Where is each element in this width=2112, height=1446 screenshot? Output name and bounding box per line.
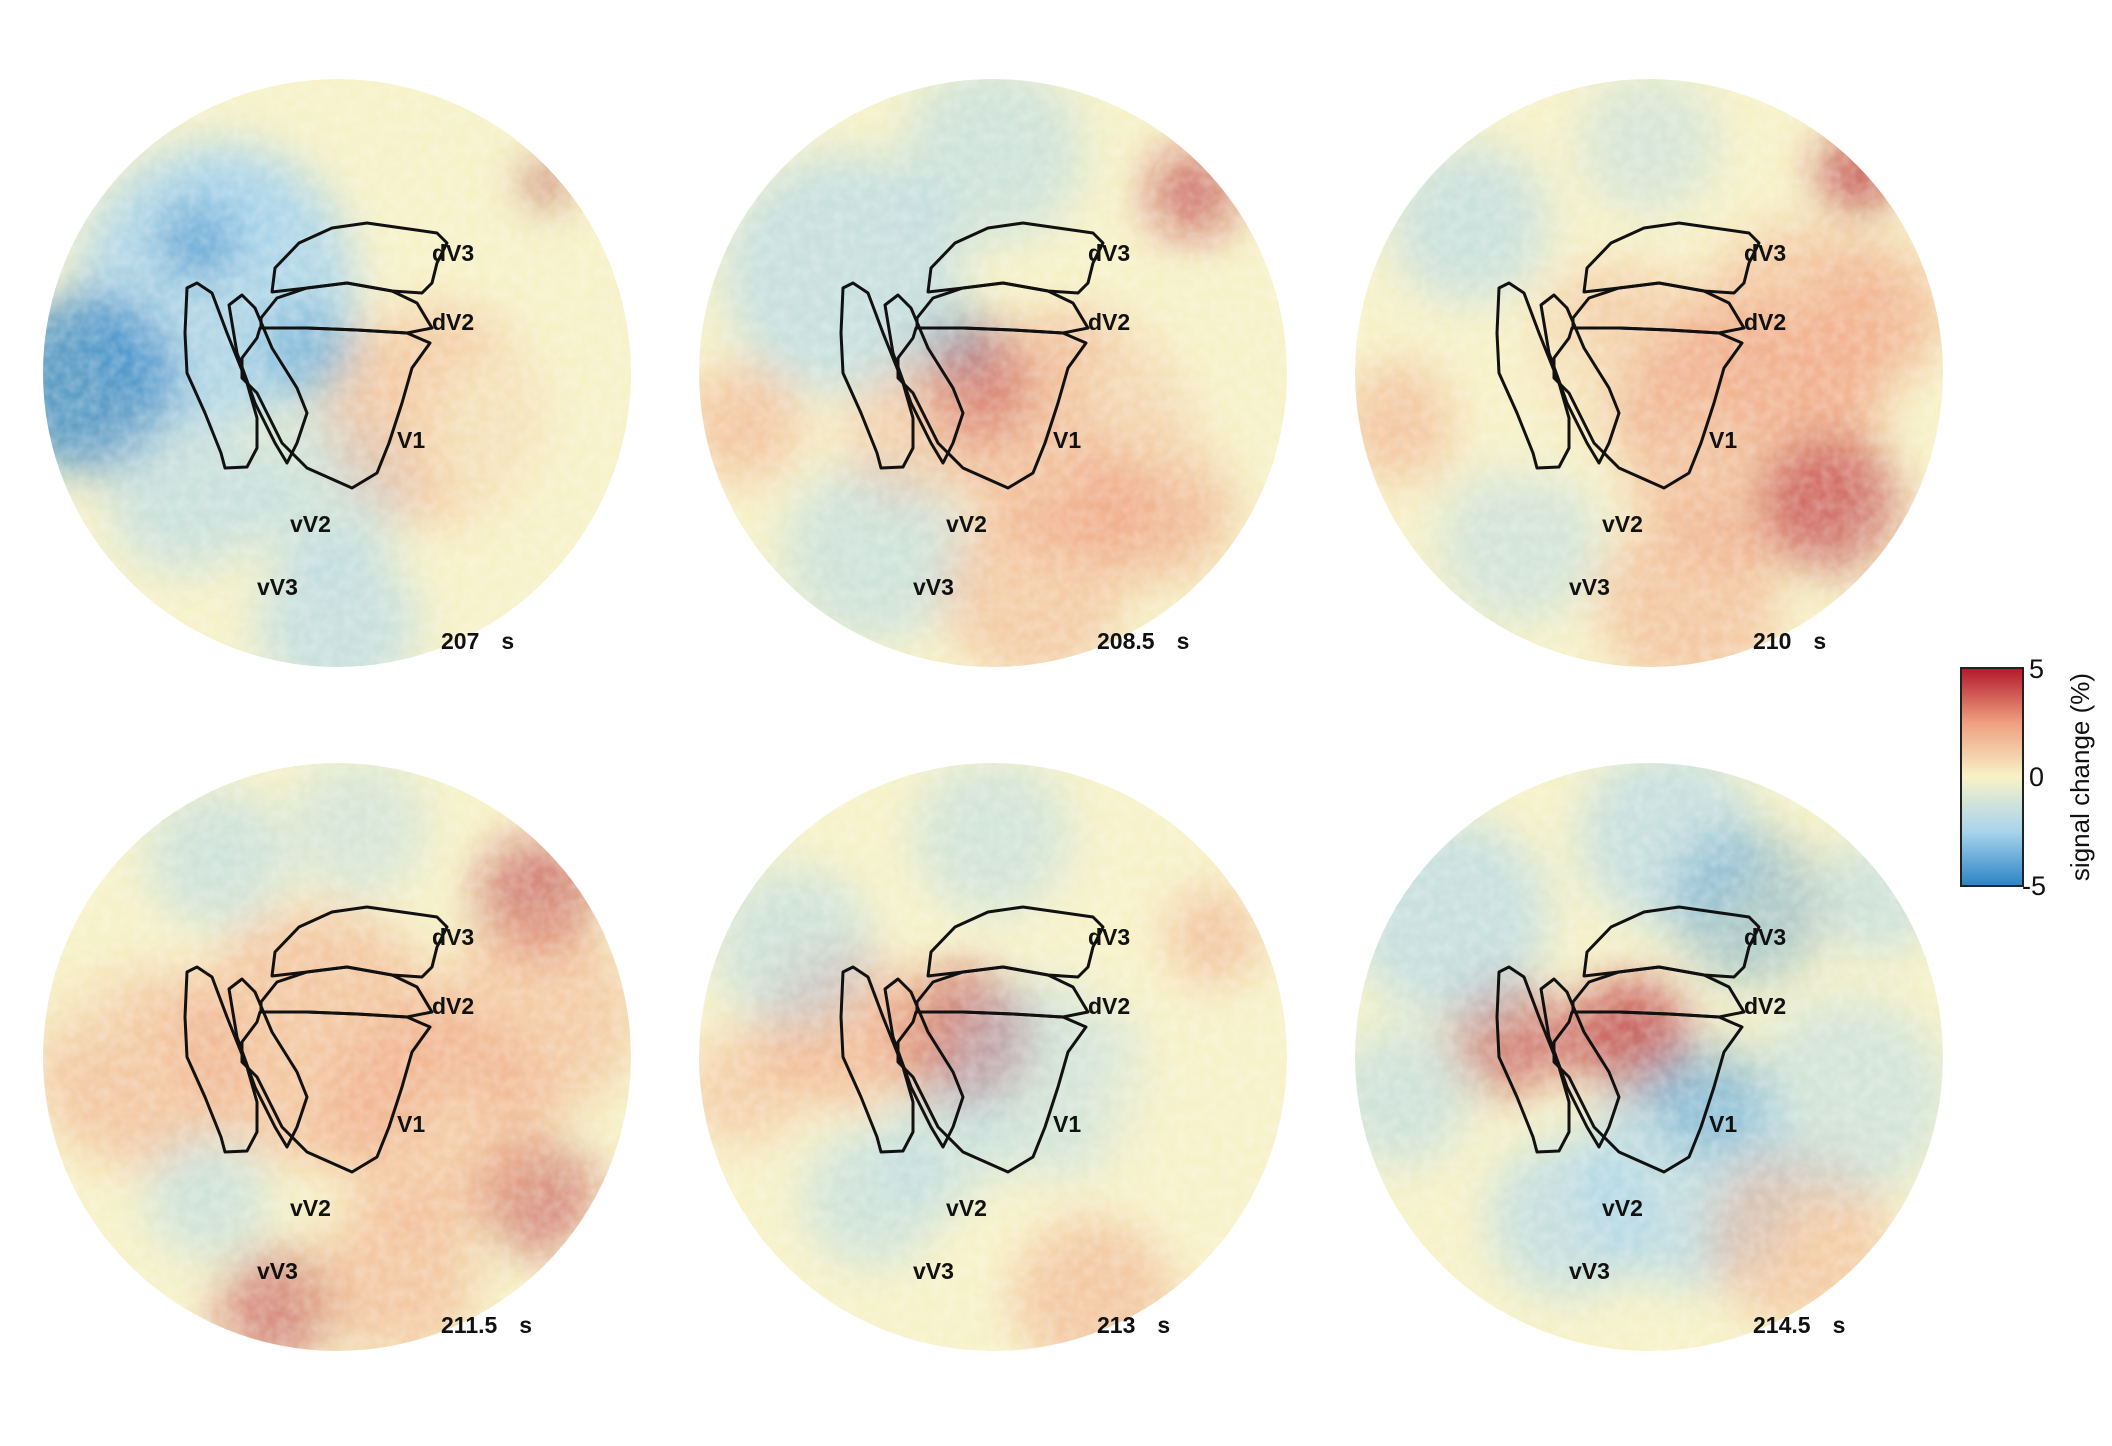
region-label-dv2: dV2 bbox=[1744, 993, 1786, 1019]
region-outline bbox=[227, 977, 309, 1149]
time-label: 211.5 s bbox=[441, 1312, 532, 1338]
time-unit: s bbox=[519, 1312, 532, 1338]
region-label-dv3: dV3 bbox=[1088, 240, 1130, 266]
texture-overlay bbox=[1355, 763, 1943, 1351]
region-label-dv2: dV2 bbox=[1744, 309, 1786, 335]
region-label-vv3: vV3 bbox=[257, 574, 298, 600]
panel-3: dV3 dV2 V1 vV2 vV3 210 s bbox=[1355, 79, 1943, 667]
panel-5: dV3 dV2 V1 vV2 vV3 213 s bbox=[699, 763, 1287, 1351]
time-unit: s bbox=[501, 628, 514, 654]
region-label-dv3: dV3 bbox=[432, 240, 474, 266]
time-unit: s bbox=[1833, 1312, 1846, 1338]
region-label-v1: V1 bbox=[1053, 427, 1081, 453]
region-label-vv2: vV2 bbox=[1602, 1195, 1643, 1221]
texture-overlay bbox=[1355, 79, 1943, 667]
time-value: 208.5 bbox=[1097, 628, 1155, 654]
time-label: 207 s bbox=[441, 628, 514, 654]
region-outline bbox=[839, 965, 915, 1154]
region-outline bbox=[1539, 293, 1621, 465]
region-label-vv2: vV2 bbox=[946, 1195, 987, 1221]
region-outline bbox=[227, 293, 309, 465]
panel-6: dV3 dV2 V1 vV2 vV3 214.5 s bbox=[1355, 763, 1943, 1351]
region-outline bbox=[183, 281, 259, 470]
colorbar-tick-max: 5 bbox=[2029, 654, 2044, 684]
region-label-v1: V1 bbox=[1709, 1111, 1737, 1137]
time-value: 207 bbox=[441, 628, 479, 654]
region-label-vv3: vV3 bbox=[913, 574, 954, 600]
panel-2: dV3 dV2 V1 vV2 vV3 208.5 s bbox=[699, 79, 1287, 667]
texture-overlay bbox=[43, 763, 631, 1351]
region-outline bbox=[883, 293, 965, 465]
texture-overlay bbox=[699, 763, 1287, 1351]
region-label-vv3: vV3 bbox=[1569, 574, 1610, 600]
region-label-vv3: vV3 bbox=[1569, 1258, 1610, 1284]
region-label-dv2: dV2 bbox=[432, 309, 474, 335]
time-value: 211.5 bbox=[441, 1312, 497, 1338]
panel-4: dV3 dV2 V1 vV2 vV3 211.5 s bbox=[43, 763, 631, 1351]
region-label-dv3: dV3 bbox=[1088, 924, 1130, 950]
region-label-vv3: vV3 bbox=[913, 1258, 954, 1284]
time-unit: s bbox=[1813, 628, 1826, 654]
region-label-v1: V1 bbox=[1709, 427, 1737, 453]
region-outline bbox=[839, 281, 915, 470]
colorbar: 5 0 -5 signal change (%) bbox=[1960, 654, 2095, 901]
time-unit: s bbox=[1177, 628, 1190, 654]
time-label: 210 s bbox=[1753, 628, 1826, 654]
time-value: 210 bbox=[1753, 628, 1791, 654]
time-unit: s bbox=[1157, 1312, 1170, 1338]
time-value: 213 bbox=[1097, 1312, 1135, 1338]
region-label-vv2: vV2 bbox=[290, 1195, 331, 1221]
panel-1: dV3 dV2 V1 vV2 vV3 207 s bbox=[43, 79, 631, 667]
region-outline bbox=[183, 965, 259, 1154]
colorbar-title: signal change (%) bbox=[2065, 673, 2095, 881]
region-label-dv2: dV2 bbox=[432, 993, 474, 1019]
colorbar-tick-min: -5 bbox=[2022, 871, 2046, 901]
region-label-dv2: dV2 bbox=[1088, 993, 1130, 1019]
region-label-v1: V1 bbox=[397, 1111, 425, 1137]
region-label-dv3: dV3 bbox=[432, 924, 474, 950]
region-label-dv3: dV3 bbox=[1744, 924, 1786, 950]
region-label-v1: V1 bbox=[1053, 1111, 1081, 1137]
texture-overlay bbox=[699, 79, 1287, 667]
time-label: 208.5 s bbox=[1097, 628, 1189, 654]
region-label-dv2: dV2 bbox=[1088, 309, 1130, 335]
region-label-dv3: dV3 bbox=[1744, 240, 1786, 266]
region-label-vv2: vV2 bbox=[946, 511, 987, 537]
region-outline bbox=[883, 977, 965, 1149]
region-outline bbox=[1495, 965, 1571, 1154]
colorbar-tick-zero: 0 bbox=[2029, 762, 2044, 792]
time-value: 214.5 bbox=[1753, 1312, 1811, 1338]
region-label-vv3: vV3 bbox=[257, 1258, 298, 1284]
time-label: 214.5 s bbox=[1753, 1312, 1845, 1338]
region-label-vv2: vV2 bbox=[290, 511, 331, 537]
region-label-v1: V1 bbox=[397, 427, 425, 453]
time-label: 213 s bbox=[1097, 1312, 1170, 1338]
region-outline bbox=[1539, 977, 1621, 1149]
texture-overlay bbox=[43, 79, 631, 667]
region-outline bbox=[1495, 281, 1571, 470]
colorbar-gradient bbox=[1960, 667, 2024, 887]
region-label-vv2: vV2 bbox=[1602, 511, 1643, 537]
